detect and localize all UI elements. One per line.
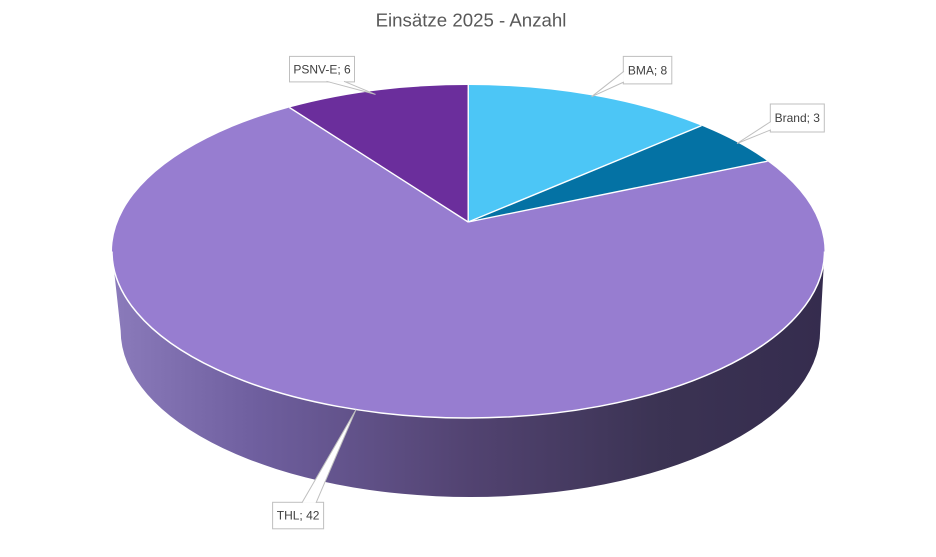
svg-text:Brand; 3: Brand; 3 xyxy=(775,111,821,125)
svg-text:BMA; 8: BMA; 8 xyxy=(628,63,668,77)
svg-text:PSNV-E; 6: PSNV-E; 6 xyxy=(293,62,351,76)
svg-text:THL; 42: THL; 42 xyxy=(277,509,320,523)
svg-text:Einsätze 2025 - Anzahl: Einsätze 2025 - Anzahl xyxy=(376,10,567,31)
